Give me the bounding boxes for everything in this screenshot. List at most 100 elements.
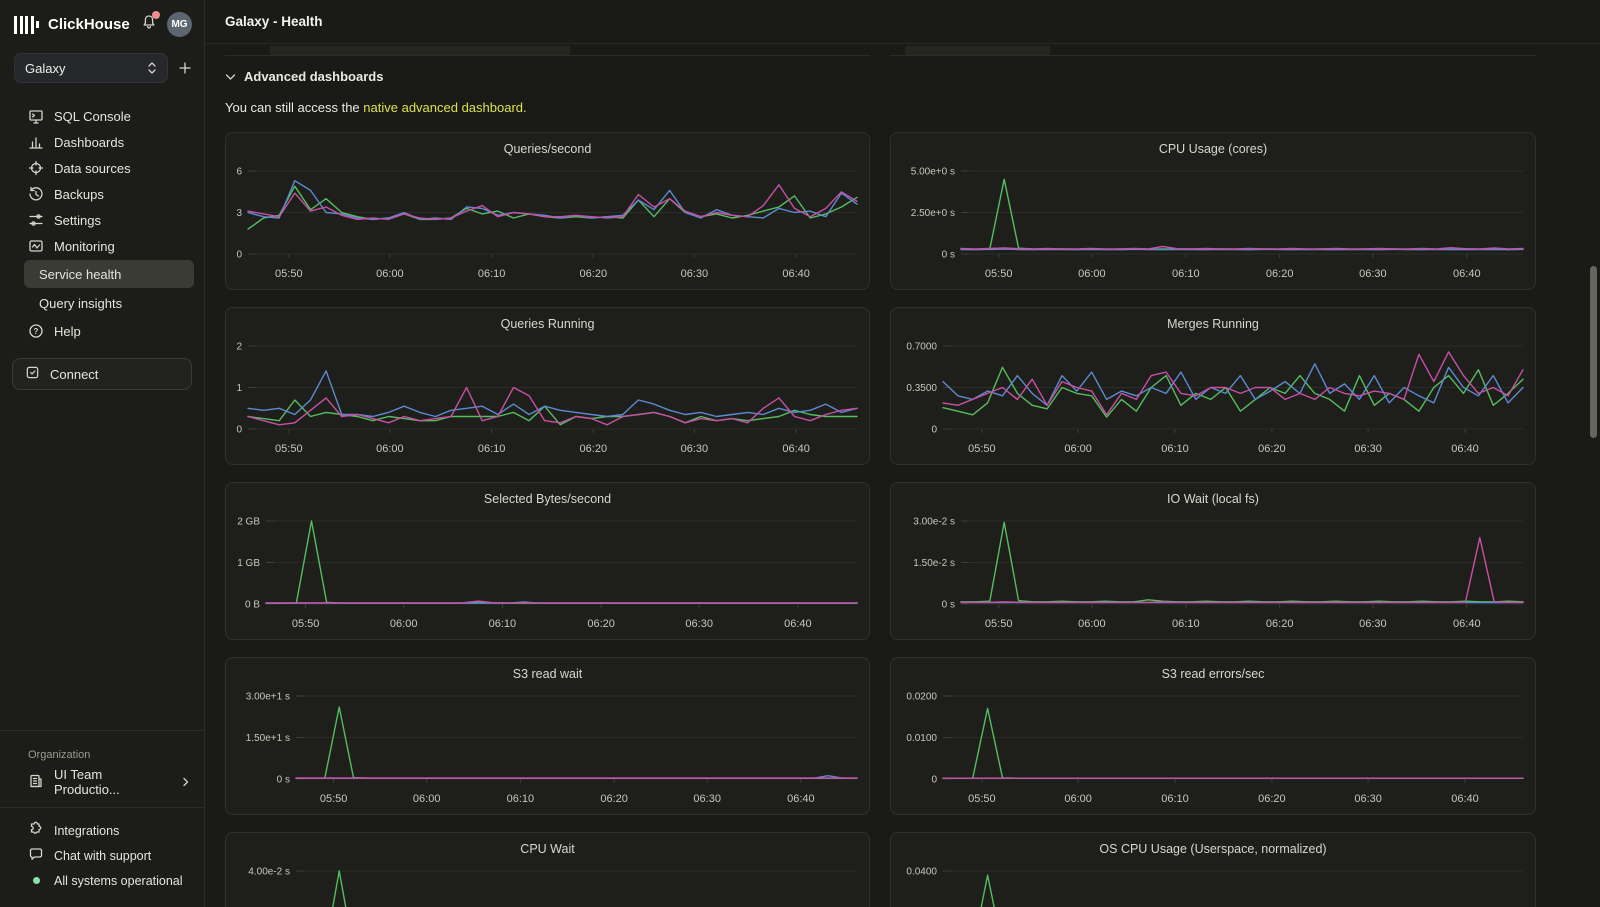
- chart-title: OS CPU Usage (Userspace, normalized): [1099, 842, 1327, 856]
- x-tick-label: 06:00: [376, 443, 404, 455]
- main-area: Galaxy - Health Advanced dashboards You …: [205, 0, 1600, 907]
- connect-icon: [25, 365, 40, 383]
- series-line: [960, 521, 1524, 603]
- sidebar-item-settings[interactable]: Settings: [0, 207, 204, 233]
- scrollbar-thumb[interactable]: [1590, 266, 1597, 438]
- organization-section-label: Organization: [28, 749, 91, 761]
- dashboard-content: Advanced dashboards You can still access…: [205, 44, 1600, 907]
- series-line: [960, 248, 1524, 251]
- organization-building-icon: [28, 773, 44, 792]
- sidebar-item-label: SQL Console: [54, 108, 131, 124]
- line-chart[interactable]: 0 s 1.50e+1 s 3.00e+1 s 05:50 06:00 06:10 06:2…: [226, 684, 869, 812]
- service-selector[interactable]: Galaxy: [14, 53, 168, 83]
- y-tick-label: 2: [236, 342, 242, 353]
- x-tick-label: 06:10: [1172, 268, 1200, 280]
- sidebar-item-label: Chat with support: [54, 848, 152, 863]
- chart-card-io-wait: IO Wait (local fs) 0 s 1.50e-2 s 3.00e-2 s…: [890, 482, 1536, 640]
- sidebar-item-integrations[interactable]: Integrations: [0, 818, 204, 843]
- sidebar-item-query-insights[interactable]: Query insights: [24, 289, 194, 317]
- sidebar-item-sql-console[interactable]: SQL Console: [0, 103, 204, 129]
- line-chart[interactable]: 0 3 6 05:50 06:00 06:10 06:20 06:30 06:40: [226, 159, 869, 287]
- x-tick-label: 05:50: [275, 443, 303, 455]
- chart-title: Merges Running: [1167, 317, 1259, 331]
- clipped-card-bar: [270, 46, 570, 55]
- x-tick-label: 06:20: [600, 793, 628, 805]
- chart-card-os-cpu-usage: OS CPU Usage (Userspace, normalized) 00.…: [890, 832, 1536, 907]
- sidebar-item-monitoring[interactable]: Monitoring: [0, 233, 204, 259]
- system-status[interactable]: All systems operational: [0, 868, 204, 893]
- chart-card-merges-running: Merges Running 0 0.3500 0.7000 05:50 06:00 06…: [890, 307, 1536, 465]
- monitoring-chart-icon: [28, 238, 44, 254]
- page-header: Galaxy - Health: [205, 0, 1600, 44]
- y-tick-label: 0: [931, 775, 937, 786]
- line-chart[interactable]: 0 B 1 GB 2 GB 05:50 06:00 06:10 06:20 06:30 06:4…: [226, 509, 869, 637]
- y-tick-label: 4.00e-2 s: [248, 867, 290, 878]
- y-tick-label: 2 GB: [237, 517, 260, 528]
- x-tick-label: 06:00: [1078, 268, 1106, 280]
- x-tick-label: 05:50: [968, 793, 996, 805]
- chart-card-queries-per-second: Queries/second 0 3 6 05:50 06:00 06:10 06:20 06…: [225, 132, 870, 290]
- chart-svg: 0 0.3500 0.7000 05:50 06:00 06:10 06:20 06:30 06…: [906, 342, 1524, 455]
- y-tick-label: 0.0400: [906, 867, 937, 878]
- x-tick-label: 06:20: [587, 618, 615, 630]
- sidebar-item-dashboards[interactable]: Dashboards: [0, 129, 204, 155]
- line-chart[interactable]: 00.02000.040005:5006:0006:1006:2006:3006…: [891, 859, 1535, 907]
- sidebar-item-service-health[interactable]: Service health: [24, 260, 194, 288]
- line-chart[interactable]: 0 0.3500 0.7000 05:50 06:00 06:10 06:20 06:30 06…: [891, 334, 1535, 462]
- chart-title: S3 read wait: [512, 667, 583, 681]
- brand-name: ClickHouse: [48, 16, 130, 33]
- native-dashboard-link[interactable]: native advanced dashboard: [363, 100, 524, 115]
- y-tick-label: 0 s: [942, 600, 955, 611]
- chart-svg: 0 s 1.50e-2 s 3.00e-2 s 05:50 06:00 06:10 06:2…: [913, 517, 1524, 630]
- advanced-dashboards-toggle[interactable]: Advanced dashboards: [225, 69, 1600, 84]
- x-tick-label: 06:10: [1161, 443, 1189, 455]
- chart-card-cpu-wait: CPU Wait 0 s2.00e-2 s4.00e-2 s05:5006:00…: [225, 832, 870, 907]
- sidebar-item-label: Query insights: [39, 295, 123, 311]
- notifications-button[interactable]: [141, 11, 160, 35]
- sidebar: ClickHouse MG Galaxy SQL Console: [0, 0, 205, 907]
- y-tick-label: 3.00e+1 s: [246, 692, 290, 703]
- sidebar-item-label: Backups: [54, 186, 104, 202]
- sidebar-item-data-sources[interactable]: Data sources: [0, 155, 204, 181]
- sidebar-item-label: Service health: [39, 266, 122, 282]
- y-tick-label: 1: [236, 383, 242, 394]
- line-chart[interactable]: 0 1 2 05:50 06:00 06:10 06:20 06:30 06:40: [226, 334, 869, 462]
- organization-switcher[interactable]: UI Team Productio...: [0, 767, 204, 797]
- series-line: [265, 600, 858, 604]
- y-tick-label: 0: [236, 425, 242, 436]
- terminal-icon: [28, 108, 44, 124]
- avatar[interactable]: MG: [167, 12, 192, 37]
- line-chart[interactable]: 0 0.0100 0.0200 05:50 06:00 06:10 06:20 06:30 06…: [891, 684, 1535, 812]
- notification-dot: [152, 11, 160, 19]
- sidebar-item-help[interactable]: ? Help: [0, 318, 204, 344]
- x-tick-label: 06:30: [1359, 268, 1387, 280]
- sidebar-item-chat-support[interactable]: Chat with support: [0, 843, 204, 868]
- y-tick-label: 0: [931, 425, 937, 436]
- backup-history-icon: [28, 186, 44, 202]
- line-chart[interactable]: 0 s 1.50e-2 s 3.00e-2 s 05:50 06:00 06:10 06:2…: [891, 509, 1535, 637]
- y-tick-label: 0 s: [942, 250, 955, 261]
- y-tick-label: 1.50e-2 s: [913, 558, 955, 569]
- x-tick-label: 06:30: [681, 443, 709, 455]
- x-tick-label: 06:00: [376, 268, 404, 280]
- y-tick-label: 0.7000: [906, 342, 937, 353]
- x-tick-label: 06:30: [1354, 793, 1382, 805]
- x-tick-label: 06:40: [784, 618, 812, 630]
- chart-title: CPU Wait: [520, 842, 575, 856]
- y-tick-label: 1 GB: [237, 558, 260, 569]
- x-tick-label: 05:50: [275, 268, 303, 280]
- sidebar-item-backups[interactable]: Backups: [0, 181, 204, 207]
- bell-icon: [143, 15, 155, 29]
- y-tick-label: 2.50e+0 s: [911, 208, 955, 219]
- data-source-icon: [28, 160, 44, 176]
- x-tick-label: 06:00: [413, 793, 441, 805]
- sidebar-item-label: Integrations: [54, 823, 120, 838]
- chart-svg: 0 0.0100 0.0200 05:50 06:00 06:10 06:20 06:30 06…: [906, 692, 1524, 805]
- x-tick-label: 06:00: [1064, 443, 1092, 455]
- svg-text:?: ?: [34, 327, 39, 336]
- line-chart[interactable]: 0 s 2.50e+0 s 5.00e+0 s 05:50 06:00 06:10 06:2…: [891, 159, 1535, 287]
- line-chart[interactable]: 0 s2.00e-2 s4.00e-2 s05:5006:0006:1006:2…: [226, 859, 869, 907]
- connect-button[interactable]: Connect: [12, 358, 192, 390]
- add-service-button[interactable]: [178, 61, 192, 75]
- x-tick-label: 06:20: [1266, 618, 1294, 630]
